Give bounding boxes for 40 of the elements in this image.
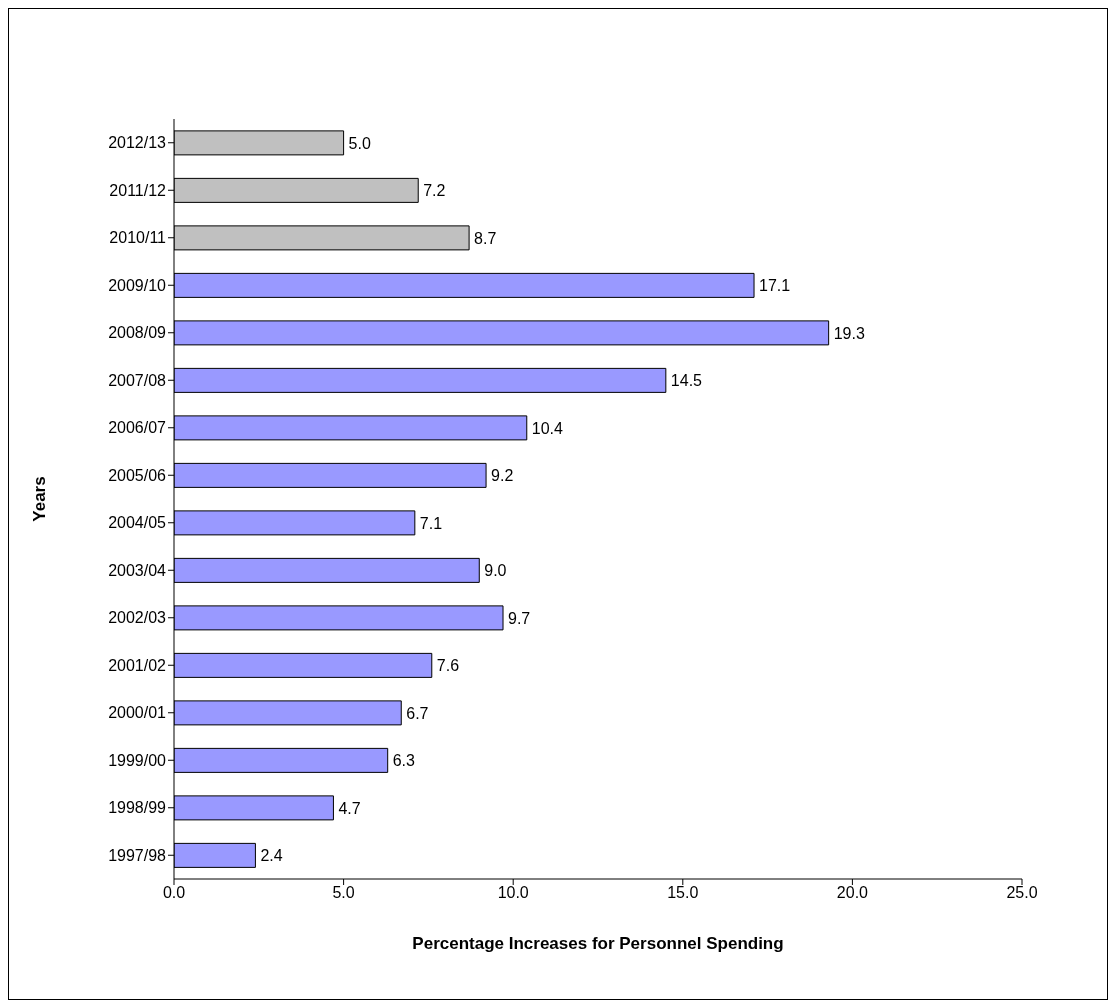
- data-label: 6.7: [406, 704, 429, 722]
- y-tick-label: 1997/98: [108, 846, 167, 864]
- data-label: 14.5: [670, 372, 703, 390]
- data-label: 4.7: [338, 799, 361, 817]
- data-label: 9.7: [508, 609, 531, 627]
- y-tick-label: 2011/12: [109, 181, 167, 199]
- x-tick-label: 25.0: [1006, 884, 1038, 902]
- y-tick-label: 2012/13: [108, 134, 167, 152]
- data-label: 6.3: [392, 752, 416, 770]
- data-label: 8.7: [474, 229, 497, 247]
- x-tick-label: 15.0: [667, 884, 699, 902]
- y-tick-label: 1999/00: [108, 751, 167, 769]
- y-tick-label: 2003/04: [108, 561, 167, 579]
- data-label: 5.0: [348, 134, 371, 152]
- y-tick-label: 2001/02: [108, 656, 167, 674]
- y-tick-label: 2004/05: [108, 514, 167, 532]
- data-label: 2.4: [260, 847, 283, 865]
- data-label: 7.6: [436, 657, 460, 675]
- data-label: 19.3: [833, 324, 865, 342]
- y-tick-label: 2002/03: [108, 609, 167, 627]
- y-tick-label: 2005/06: [108, 466, 167, 484]
- data-label: 7.1: [419, 514, 443, 532]
- data-label: 9.0: [484, 562, 507, 580]
- x-tick-label: 20.0: [836, 884, 869, 902]
- data-label: 17.1: [759, 277, 791, 295]
- y-tick-label: 2000/01: [108, 704, 167, 722]
- y-tick-label: 2007/08: [108, 371, 167, 389]
- data-label: 10.4: [531, 419, 564, 437]
- data-label: 7.2: [423, 182, 446, 200]
- data-label: 9.2: [491, 467, 514, 485]
- y-tick-label: 1998/99: [108, 799, 167, 817]
- y-tick-label: 2006/07: [108, 419, 167, 437]
- y-tick-label: 2008/09: [108, 324, 167, 342]
- x-axis-title: Percentage Increases for Personnel Spending: [412, 934, 784, 953]
- x-tick-label: 5.0: [332, 884, 355, 902]
- x-tick-label: 10.0: [497, 884, 529, 902]
- y-axis-title: Years: [30, 476, 50, 522]
- y-tick-label: 2010/11: [109, 229, 167, 247]
- x-tick-label: 0.0: [162, 884, 186, 902]
- y-tick-label: 2009/10: [108, 276, 167, 294]
